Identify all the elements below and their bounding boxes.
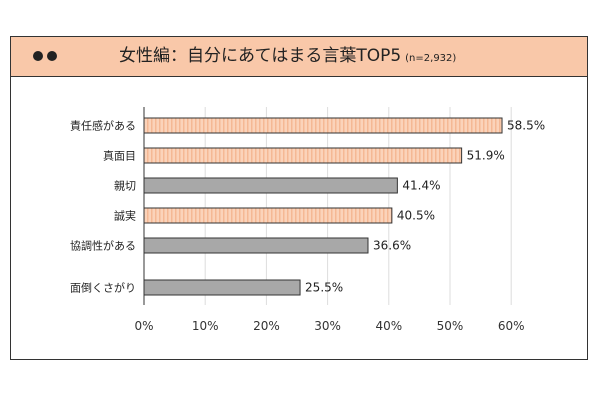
- header-dot-icon: [33, 51, 43, 61]
- value-label: 36.6%: [373, 239, 411, 253]
- category-label: 親切: [114, 180, 136, 193]
- bar: [143, 237, 369, 254]
- x-tick-label: 50%: [437, 319, 464, 333]
- bar: [143, 147, 463, 164]
- x-tick-label: 20%: [253, 319, 280, 333]
- x-tick-label: 10%: [192, 319, 219, 333]
- bar: [143, 117, 503, 134]
- x-tick-label: 30%: [314, 319, 341, 333]
- bar: [143, 177, 398, 194]
- x-tick-label: 0%: [134, 319, 153, 333]
- value-label: 41.4%: [402, 179, 440, 193]
- chart-card: 女性編：自分にあてはまる言葉TOP5 (n=2,932) 0% 10% 20% 30% 4…: [10, 36, 588, 360]
- x-tick-label: 60%: [498, 319, 525, 333]
- value-label: 58.5%: [507, 119, 545, 133]
- header-dot-icon: [47, 51, 57, 61]
- bar: [143, 279, 301, 296]
- bar-chart: 0% 10% 20% 30% 40% 50% 60% 責任感がある 58.5% 真面目 51.9% 親…: [70, 107, 545, 333]
- x-tick-label: 40%: [375, 319, 402, 333]
- category-label: 誠実: [114, 209, 136, 223]
- sample-size: (n=2,932): [405, 53, 457, 64]
- category-label: 協調性がある: [70, 239, 136, 253]
- category-label: 責任感がある: [70, 119, 136, 133]
- category-label: 真面目: [103, 149, 136, 163]
- chart-header: 女性編：自分にあてはまる言葉TOP5 (n=2,932): [11, 37, 587, 77]
- value-label: 25.5%: [305, 281, 343, 295]
- value-label: 51.9%: [467, 149, 505, 163]
- value-label: 40.5%: [397, 209, 435, 223]
- bar: [143, 207, 393, 224]
- category-label: 面倒くさがり: [70, 281, 136, 295]
- chart-title-text: 女性編：自分にあてはまる言葉TOP5: [119, 46, 402, 66]
- chart-title: 女性編：自分にあてはまる言葉TOP5 (n=2,932): [119, 44, 456, 71]
